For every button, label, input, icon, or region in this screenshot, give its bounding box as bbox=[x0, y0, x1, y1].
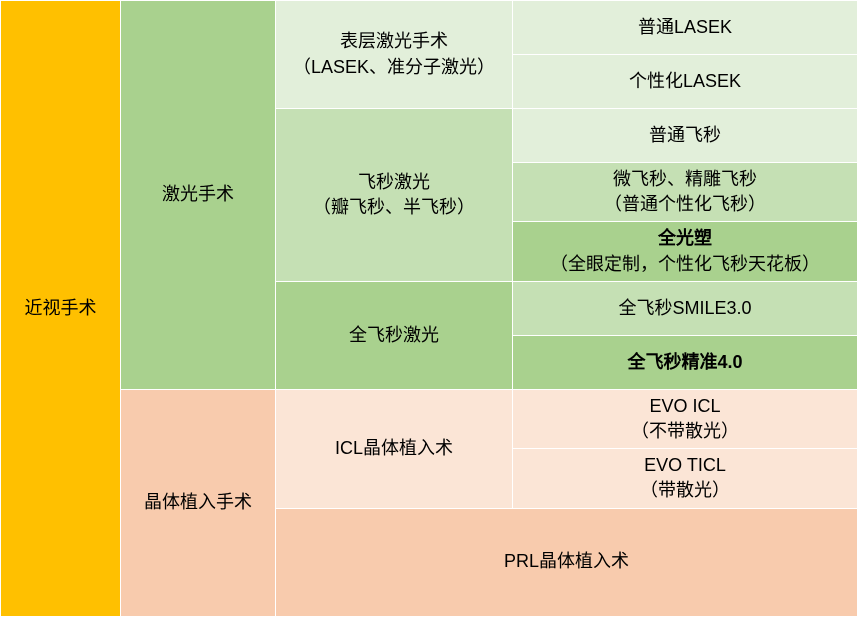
sub-femto-line2: （瓣飞秒、半飞秒） bbox=[313, 197, 475, 217]
root-cell: 近视手术 bbox=[1, 1, 121, 617]
sub-surface-laser: 表层激光手术 （LASEK、准分子激光） bbox=[276, 1, 513, 109]
sub-icl-label: ICL晶体植入术 bbox=[335, 438, 453, 458]
leaf-evo-ticl: EVO TICL （带散光） bbox=[513, 449, 857, 508]
category-lens-label: 晶体植入手术 bbox=[144, 492, 252, 512]
leaf-smile30: 全飞秒SMILE3.0 bbox=[513, 281, 857, 335]
leaf-femto-normal-label: 普通飞秒 bbox=[649, 125, 721, 145]
sub-prl: PRL晶体植入术 bbox=[276, 508, 857, 616]
leaf-evo-ticl-l2: （带散光） bbox=[640, 480, 730, 500]
category-laser-label: 激光手术 bbox=[162, 184, 234, 204]
leaf-femto-qgs-l1: 全光塑 bbox=[658, 228, 712, 248]
sub-allfemto: 全飞秒激光 bbox=[276, 281, 513, 389]
sub-femto: 飞秒激光 （瓣飞秒、半飞秒） bbox=[276, 109, 513, 282]
leaf-femto-normal: 普通飞秒 bbox=[513, 109, 857, 163]
leaf-lasek-normal-label: 普通LASEK bbox=[638, 17, 732, 37]
sub-prl-label: PRL晶体植入术 bbox=[504, 551, 629, 571]
sub-femto-line1: 飞秒激光 bbox=[358, 172, 430, 192]
sub-icl: ICL晶体植入术 bbox=[276, 389, 513, 508]
table-row: 晶体植入手术 ICL晶体植入术 EVO ICL （不带散光） bbox=[1, 389, 857, 448]
leaf-precise40-label: 全飞秒精准4.0 bbox=[627, 352, 742, 372]
leaf-evo-icl: EVO ICL （不带散光） bbox=[513, 389, 857, 448]
leaf-femto-qgs-l2: （全眼定制，个性化飞秒天花板） bbox=[550, 254, 820, 274]
category-lens: 晶体植入手术 bbox=[121, 389, 276, 616]
leaf-femto-micro: 微飞秒、精雕飞秒 （普通个性化飞秒） bbox=[513, 163, 857, 222]
hierarchy-table: 近视手术 激光手术 表层激光手术 （LASEK、准分子激光） 普通LASEK 个… bbox=[0, 0, 857, 617]
root-label: 近视手术 bbox=[25, 298, 97, 318]
leaf-femto-micro-l2: （普通个性化飞秒） bbox=[604, 194, 766, 214]
leaf-precise40: 全飞秒精准4.0 bbox=[513, 335, 857, 389]
sub-surface-line1: 表层激光手术 bbox=[340, 31, 448, 51]
leaf-lasek-custom: 个性化LASEK bbox=[513, 55, 857, 109]
leaf-femto-micro-l1: 微飞秒、精雕飞秒 bbox=[613, 169, 757, 189]
surgery-classification-table: 近视手术 激光手术 表层激光手术 （LASEK、准分子激光） 普通LASEK 个… bbox=[0, 0, 857, 603]
category-laser: 激光手术 bbox=[121, 1, 276, 390]
leaf-lasek-custom-label: 个性化LASEK bbox=[629, 71, 741, 91]
leaf-evo-icl-l2: （不带散光） bbox=[631, 421, 739, 441]
leaf-smile30-label: 全飞秒SMILE3.0 bbox=[618, 298, 751, 318]
leaf-lasek-normal: 普通LASEK bbox=[513, 1, 857, 55]
leaf-evo-icl-l1: EVO ICL bbox=[649, 396, 720, 416]
sub-surface-line2: （LASEK、准分子激光） bbox=[293, 57, 495, 77]
sub-allfemto-label: 全飞秒激光 bbox=[349, 325, 439, 345]
leaf-evo-ticl-l1: EVO TICL bbox=[644, 455, 726, 475]
leaf-femto-qgs: 全光塑 （全眼定制，个性化飞秒天花板） bbox=[513, 222, 857, 281]
table-row: 近视手术 激光手术 表层激光手术 （LASEK、准分子激光） 普通LASEK bbox=[1, 1, 857, 55]
